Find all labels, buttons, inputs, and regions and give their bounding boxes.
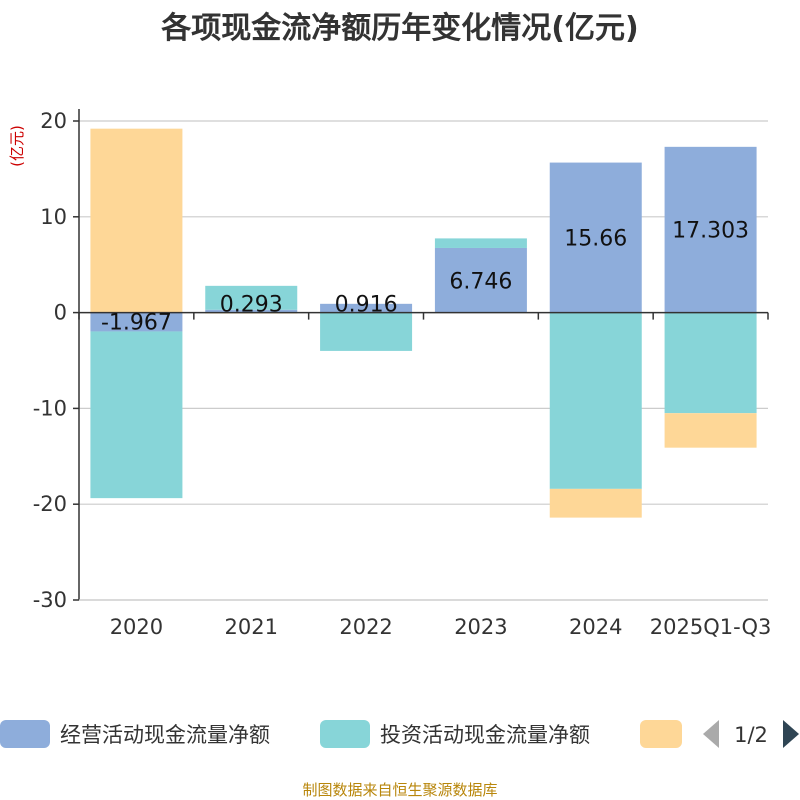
x-tick-label: 2024: [569, 615, 622, 639]
bar-series2-2025Q1-Q3: [664, 413, 757, 448]
bar-series1-2021: [205, 285, 298, 310]
legend-swatch-investing: [320, 720, 370, 748]
bars: [90, 128, 757, 518]
data-label-2021: 0.293: [220, 293, 283, 318]
bar-series0-2023: [434, 247, 527, 313]
legend-swatch-operating: [0, 720, 50, 748]
y-tick-label: -20: [33, 492, 67, 516]
bar-series2-2020: [90, 128, 183, 313]
legend-prev-page-icon[interactable]: [703, 720, 719, 748]
legend: 经营活动现金流量净额 投资活动现金流量净额 1/2: [0, 720, 799, 748]
x-tick-label: 2020: [110, 615, 163, 639]
bar-series0-2022: [320, 303, 413, 313]
bar-series0-2024: [549, 162, 642, 313]
y-tick-label: -30: [33, 588, 67, 612]
bar-series1-2024: [549, 312, 642, 489]
x-tick-label: 2023: [454, 615, 507, 639]
bar-series1-2025Q1-Q3: [664, 312, 757, 414]
data-label-2022: 0.916: [335, 293, 398, 318]
y-axis-unit-label: (亿元): [8, 125, 26, 167]
data-label-2024: 15.66: [564, 227, 627, 252]
legend-page-indicator: 1/2: [734, 723, 768, 747]
x-tick-label: 2025Q1-Q3: [650, 615, 772, 639]
bar-series0-2025Q1-Q3: [664, 146, 757, 313]
y-tick-label: 20: [40, 109, 67, 133]
bar-series2-2024: [549, 488, 642, 518]
y-tick-label: -10: [33, 396, 67, 420]
chart-title: 各项现金流净额历年变化情况(亿元): [160, 11, 638, 46]
legend-swatch-financing: [640, 720, 682, 748]
x-tick-label: 2022: [339, 615, 392, 639]
bar-series1-2023: [434, 238, 527, 248]
legend-label-operating: 经营活动现金流量净额: [60, 723, 270, 747]
data-label-2025Q1-Q3: 17.303: [672, 219, 749, 244]
bar-series0-2021: [205, 309, 298, 313]
bar-series0-2020: [90, 312, 183, 332]
bar-series1-2020: [90, 331, 183, 499]
y-axis-ticks: 20 10 0 -10 -20 -30: [33, 109, 79, 612]
x-axis-ticks: 2020 2021 2022 2023 2024 2025Q1-Q3: [78, 312, 772, 639]
data-label-2023: 6.746: [449, 269, 512, 294]
data-label-2020: -1.967: [101, 311, 172, 336]
y-tick-label: 0: [54, 301, 67, 325]
source-note: 制图数据来自恒生聚源数据库: [302, 781, 497, 799]
legend-label-investing: 投资活动现金流量净额: [380, 723, 590, 747]
data-labels: -1.967 0.293 0.916 6.746 15.66 17.303: [101, 219, 749, 336]
y-tick-label: 10: [40, 205, 67, 229]
bar-series1-2022: [320, 312, 413, 351]
x-tick-label: 2021: [225, 615, 278, 639]
legend-next-page-icon[interactable]: [783, 720, 799, 748]
